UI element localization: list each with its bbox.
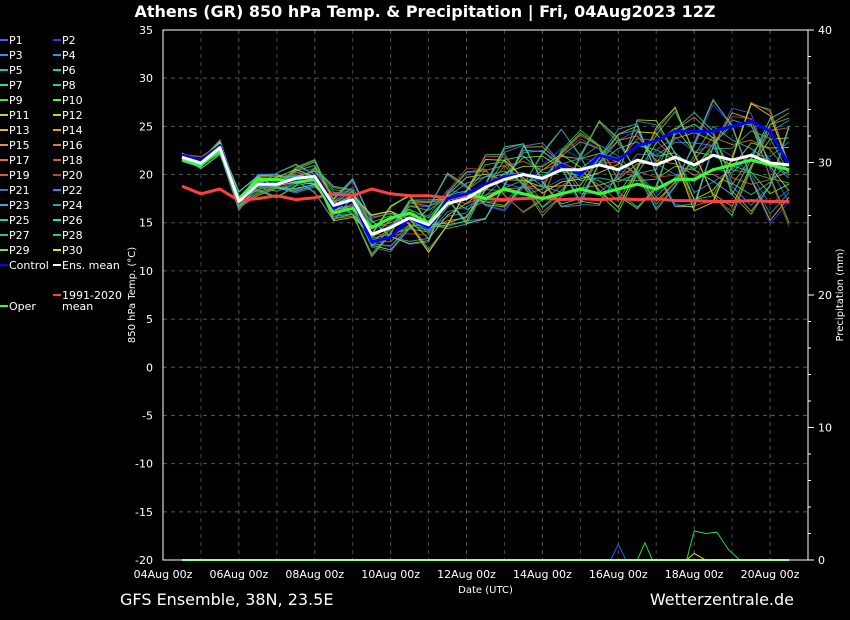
member-line-p30 xyxy=(181,102,790,254)
legend-label: P5 xyxy=(9,64,23,77)
legend-label: P21 xyxy=(9,184,30,197)
y2-tick-label: 40 xyxy=(818,24,832,37)
member-line-p23 xyxy=(181,119,790,242)
legend-label: Oper xyxy=(9,300,36,313)
legend-label: P3 xyxy=(9,49,23,62)
y-tick-label: 20 xyxy=(139,169,153,182)
legend-label: P16 xyxy=(62,139,83,152)
legend-label: P2 xyxy=(62,34,76,47)
x-tick-label: 20Aug 00z xyxy=(741,568,800,581)
legend-label: P27 xyxy=(9,229,30,242)
y2-tick-label: 10 xyxy=(818,422,832,435)
y-tick-label: 0 xyxy=(146,361,153,374)
legend-label: P18 xyxy=(62,154,83,167)
x-tick-label: 04Aug 00z xyxy=(134,568,193,581)
x-tick-label: 10Aug 00z xyxy=(361,568,420,581)
x-tick-label: 16Aug 00z xyxy=(589,568,648,581)
x-axis-label: Date (UTC) xyxy=(458,585,513,596)
y2-axis-label: Precipitation (mm) xyxy=(835,248,846,341)
y-tick-label: -10 xyxy=(135,458,153,471)
y-tick-label: 5 xyxy=(146,313,153,326)
y2-tick-label: 0 xyxy=(818,554,825,567)
x-tick-label: 14Aug 00z xyxy=(513,568,572,581)
y-axis-label: 850 hPa Temp. (°C) xyxy=(127,247,138,343)
legend-label: P4 xyxy=(62,49,76,62)
y-tick-label: 25 xyxy=(139,120,153,133)
x-tick-label: 06Aug 00z xyxy=(210,568,269,581)
y-tick-label: 30 xyxy=(139,72,153,85)
member-line-p19 xyxy=(181,101,790,253)
legend-label: P24 xyxy=(62,199,83,212)
y-tick-label: 35 xyxy=(139,24,153,37)
legend-label: P20 xyxy=(62,169,83,182)
legend-label: P30 xyxy=(62,244,83,257)
footer-model-info: GFS Ensemble, 38N, 23.5E xyxy=(120,590,334,609)
member-line-p29 xyxy=(181,106,790,235)
legend-label: P12 xyxy=(62,109,83,122)
x-tick-label: 18Aug 00z xyxy=(665,568,724,581)
legend: P1 P2 P3 P4 P5 P6 P7 P8 P9 P10 P11 P12 P13 P14 P15 P16 P… xyxy=(0,34,122,313)
member-line-p27 xyxy=(181,121,790,241)
series-lines xyxy=(181,120,791,244)
y2-tick-label: 30 xyxy=(818,157,832,170)
legend-label: Control xyxy=(9,259,49,272)
legend-label: P22 xyxy=(62,184,83,197)
legend-label: P11 xyxy=(9,109,30,122)
legend-label: P25 xyxy=(9,214,30,227)
precip-line xyxy=(636,541,653,561)
legend-label: 1991-2020 xyxy=(62,289,122,302)
legend-label: P8 xyxy=(62,79,76,92)
y-tick-label: -5 xyxy=(142,409,153,422)
precip-lines xyxy=(182,530,789,561)
legend-label: P14 xyxy=(62,124,83,137)
y-tick-label: 15 xyxy=(139,217,153,230)
legend-label: Ens. mean xyxy=(62,259,120,272)
series-line-oper xyxy=(181,149,790,229)
legend-label: P6 xyxy=(62,64,76,77)
legend-label: P26 xyxy=(62,214,83,227)
legend-label: P17 xyxy=(9,154,30,167)
legend-label: P29 xyxy=(9,244,30,257)
legend-label: P7 xyxy=(9,79,23,92)
plot-frame xyxy=(162,29,809,561)
x-tick-label: 08Aug 00z xyxy=(285,568,344,581)
legend-label: P15 xyxy=(9,139,30,152)
x-tick-label: 12Aug 00z xyxy=(437,568,496,581)
precip-line xyxy=(686,530,741,561)
y-tick-label: -20 xyxy=(135,554,153,567)
footer-site: Wetterzentrale.de xyxy=(649,590,794,609)
legend-label: P28 xyxy=(62,229,83,242)
legend-label: P1 xyxy=(9,34,23,47)
precip-line xyxy=(610,542,627,561)
y2-tick-label: 20 xyxy=(818,289,832,302)
legend-label: P10 xyxy=(62,94,83,107)
legend-label: P19 xyxy=(9,169,30,182)
member-line-p21 xyxy=(181,128,790,239)
legend-label: P9 xyxy=(9,94,23,107)
legend-label: P13 xyxy=(9,124,30,137)
y-tick-label: -15 xyxy=(135,506,153,519)
y-tick-label: 10 xyxy=(139,265,153,278)
chart-title: Athens (GR) 850 hPa Temp. & Precipitatio… xyxy=(134,2,716,21)
series-line-ens-mean xyxy=(181,146,790,236)
legend-label: mean xyxy=(62,300,93,313)
legend-label: P23 xyxy=(9,199,30,212)
precip-line xyxy=(686,552,706,561)
